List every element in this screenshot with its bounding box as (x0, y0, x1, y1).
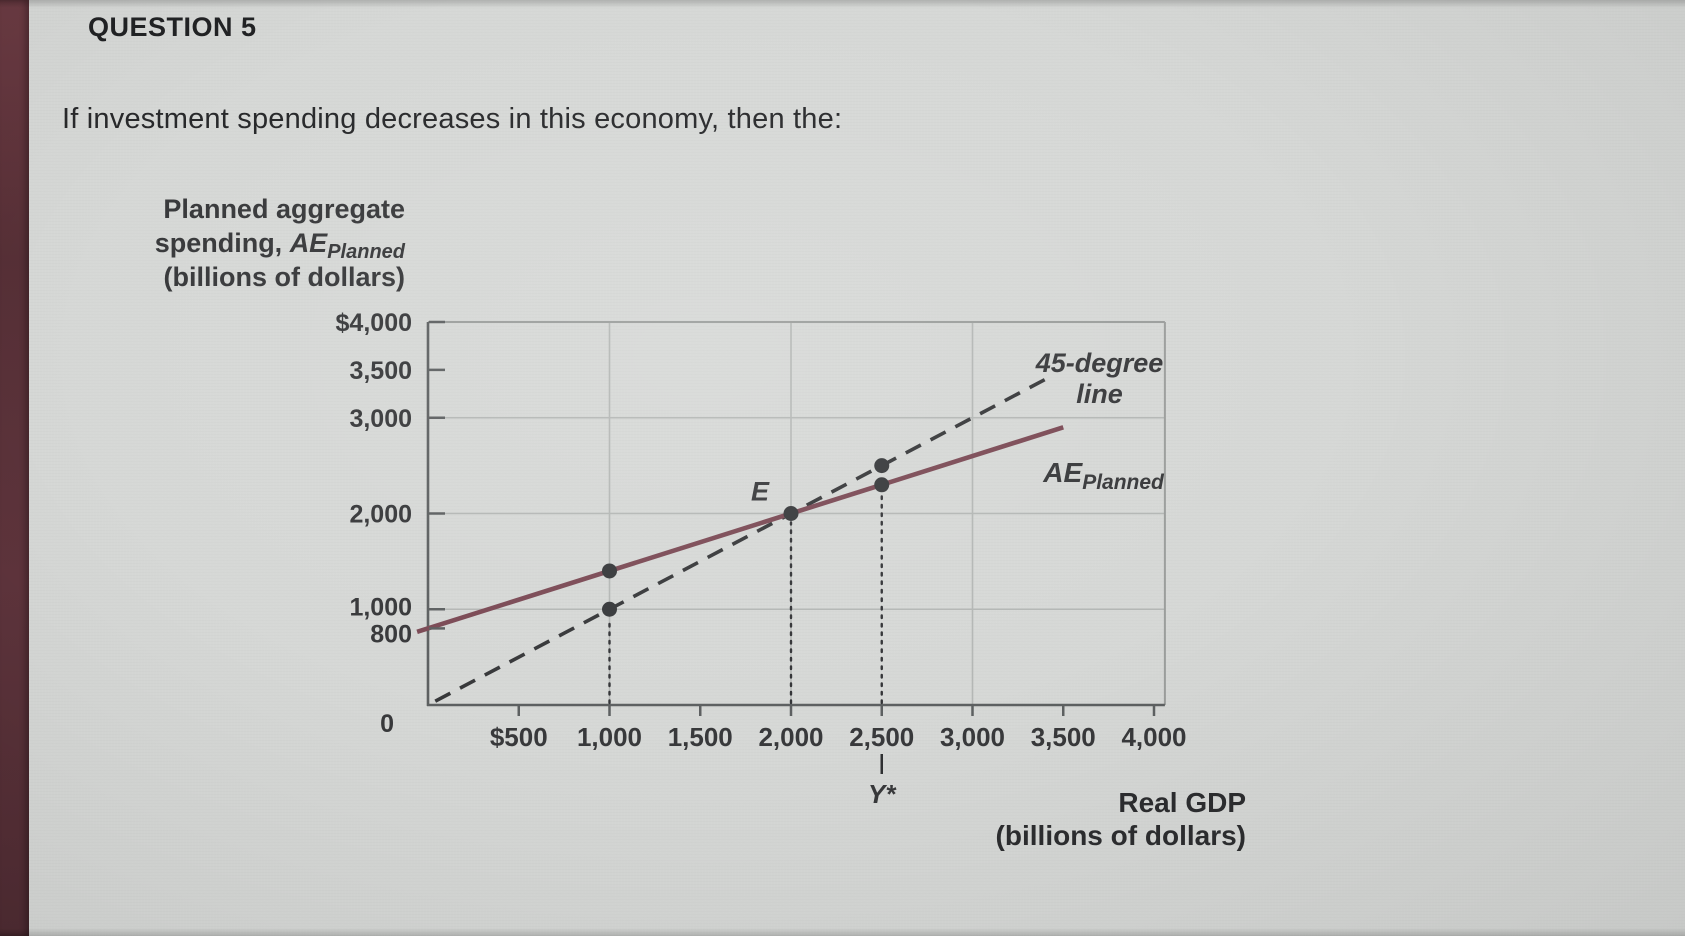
x-tick-label: 3,500 (1031, 722, 1096, 752)
y-tick-label: $4,000 (336, 309, 412, 337)
y-tick-label: 800 (370, 620, 412, 648)
data-point (783, 506, 799, 521)
label-ae-planned: AEPlanned (1042, 457, 1165, 494)
y-tick-label: 3,500 (349, 357, 412, 385)
series-ae-planned-line (416, 425, 1064, 635)
y-tick-label: 2,000 (349, 501, 412, 529)
data-point (602, 601, 617, 617)
label-45-degree-line: 45-degree (1035, 348, 1164, 378)
y-axis-title-line2: spending, AEPlanned (155, 228, 406, 263)
equilibrium-label: E (751, 477, 770, 507)
data-point (874, 477, 890, 493)
y-axis-title-line1: Planned aggregate (163, 194, 405, 224)
x-tick-label: 2,000 (758, 722, 823, 752)
x-tick-label: 4,000 (1121, 722, 1186, 752)
left-edge-strip (0, 0, 29, 936)
x-tick-label: 1,000 (577, 722, 642, 752)
y-star-label: Y* (868, 779, 897, 809)
question-number: QUESTION 5 (88, 12, 257, 42)
y-axis-title-line3: (billions of dollars) (164, 262, 406, 292)
x-tick-label: 2,500 (849, 722, 914, 752)
data-point (874, 458, 890, 474)
x-tick-label: $500 (490, 722, 548, 752)
y-tick-label: 1,000 (349, 593, 412, 621)
y-tick-label: 0 (380, 710, 394, 738)
x-tick-label: 3,000 (940, 722, 1005, 752)
x-tick-label: 1,500 (668, 722, 733, 752)
series-45-degree-line (434, 374, 1052, 703)
label-45-degree-line: line (1076, 379, 1123, 409)
question-text: If investment spending decreases in this… (62, 103, 843, 135)
data-point (602, 563, 617, 579)
x-axis-title: (billions of dollars) (996, 820, 1246, 851)
y-tick-label: 3,000 (349, 405, 412, 433)
x-axis-title: Real GDP (1118, 787, 1246, 818)
